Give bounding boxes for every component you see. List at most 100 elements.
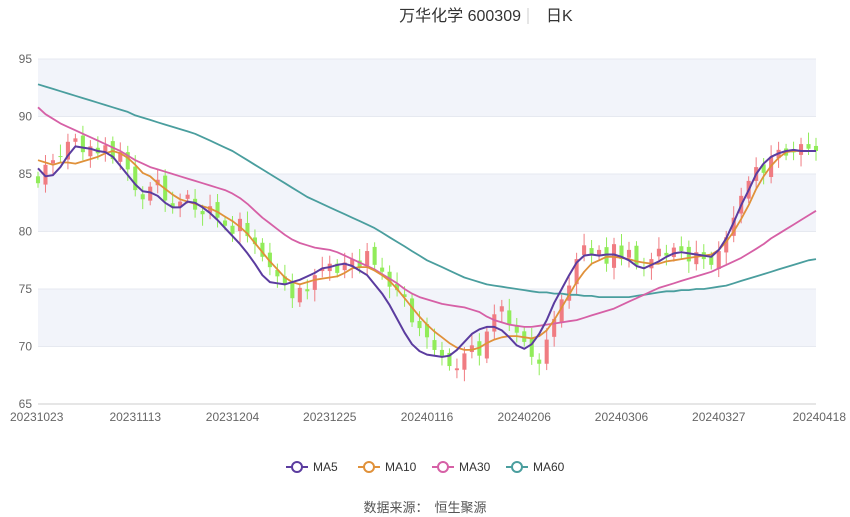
candle-body bbox=[544, 339, 549, 364]
candle-body bbox=[125, 152, 130, 170]
data-source-label: 数据来源： bbox=[363, 500, 428, 515]
y-tick-label: 95 bbox=[19, 52, 33, 66]
candle-body bbox=[507, 310, 512, 325]
candle-body bbox=[656, 248, 661, 257]
candle-body bbox=[559, 299, 564, 324]
candle-body bbox=[799, 144, 804, 155]
candle-body bbox=[35, 176, 41, 184]
candle-body bbox=[791, 151, 796, 153]
candle-body bbox=[552, 318, 557, 337]
x-tick-label: 20231204 bbox=[206, 410, 260, 424]
candle-body bbox=[761, 164, 766, 173]
candle-body bbox=[43, 164, 48, 185]
legend-item-ma30[interactable]: MA30 bbox=[432, 460, 491, 474]
candle-body bbox=[140, 194, 145, 200]
x-tick-label: 20231225 bbox=[303, 410, 357, 424]
candle-body bbox=[694, 252, 699, 265]
candle-body bbox=[417, 320, 422, 329]
legend-item-ma60[interactable]: MA60 bbox=[506, 460, 565, 474]
candle-body bbox=[110, 141, 115, 160]
candle-body bbox=[724, 237, 729, 253]
candle-body bbox=[185, 194, 190, 199]
candle-body bbox=[58, 156, 63, 158]
candle-body bbox=[410, 298, 415, 323]
candle-body bbox=[73, 138, 78, 142]
y-tick-label: 65 bbox=[19, 397, 33, 411]
candle-body bbox=[439, 349, 444, 356]
candle-body bbox=[350, 259, 355, 267]
candle-body bbox=[133, 166, 138, 191]
candle-body bbox=[380, 267, 385, 272]
candle-body bbox=[634, 245, 639, 265]
x-tick-label: 20240306 bbox=[595, 410, 649, 424]
candle-body bbox=[222, 220, 228, 226]
candle-body bbox=[529, 337, 534, 357]
candle-body bbox=[335, 263, 340, 273]
legend-label: MA30 bbox=[459, 460, 491, 474]
candle-body bbox=[492, 314, 497, 332]
legend-marker bbox=[291, 461, 303, 473]
candle-body bbox=[469, 345, 474, 353]
candle-body bbox=[432, 340, 437, 350]
candle-body bbox=[589, 248, 594, 256]
candle-body bbox=[372, 246, 377, 265]
candle-body bbox=[342, 262, 347, 271]
x-tick-label: 20240116 bbox=[401, 410, 454, 424]
y-tick-label: 80 bbox=[19, 225, 33, 239]
ma10-line bbox=[37, 150, 816, 351]
x-tick-label: 20231023 bbox=[10, 410, 64, 424]
candle-body bbox=[447, 352, 452, 367]
candle-body bbox=[88, 146, 93, 157]
band bbox=[38, 59, 816, 117]
candle-body bbox=[208, 206, 213, 213]
candle-body bbox=[282, 276, 287, 285]
x-tick-label: 20231113 bbox=[109, 410, 161, 424]
legend-marker bbox=[437, 461, 449, 473]
candle-body bbox=[215, 202, 220, 218]
legend-label: MA5 bbox=[313, 460, 338, 474]
candle-body bbox=[267, 252, 272, 268]
candle-body bbox=[424, 323, 430, 338]
candle-body bbox=[245, 222, 250, 237]
legend-item-ma5[interactable]: MA5 bbox=[286, 460, 338, 474]
candle-body bbox=[148, 186, 153, 201]
candle-body bbox=[806, 144, 811, 149]
candle-body bbox=[170, 203, 175, 208]
legend-marker bbox=[363, 461, 375, 473]
candle-body bbox=[716, 251, 721, 269]
candle-body bbox=[484, 331, 489, 359]
band bbox=[38, 174, 816, 232]
candle-body bbox=[275, 269, 280, 277]
candle-body bbox=[514, 326, 519, 333]
candle-body bbox=[357, 260, 362, 268]
data-source: 数据来源： 恒生聚源 bbox=[363, 500, 486, 515]
candle-body bbox=[537, 359, 542, 364]
candle-body bbox=[731, 217, 736, 236]
candle-body bbox=[454, 368, 459, 371]
y-tick-label: 85 bbox=[19, 167, 33, 181]
candle-body bbox=[297, 287, 302, 303]
candle-body bbox=[709, 256, 714, 265]
candle-body bbox=[50, 160, 55, 164]
candle-body bbox=[402, 294, 407, 298]
candle-body bbox=[395, 283, 400, 291]
candle-body bbox=[671, 247, 676, 258]
legend[interactable]: MA5 MA10 MA30 MA60 bbox=[286, 460, 565, 474]
candle-body bbox=[664, 252, 669, 256]
y-axis: 65 70 75 80 85 90 95 bbox=[19, 52, 33, 411]
candle-body bbox=[619, 245, 624, 260]
candle-body bbox=[260, 242, 265, 257]
legend-marker bbox=[511, 461, 523, 473]
ma5-line bbox=[37, 145, 816, 358]
legend-label: MA10 bbox=[385, 460, 417, 474]
candle-body bbox=[320, 268, 325, 272]
ma30-line bbox=[37, 106, 817, 328]
ma60-line bbox=[37, 83, 817, 299]
y-tick-label: 75 bbox=[19, 282, 33, 296]
candle-body bbox=[499, 306, 504, 312]
candle-body bbox=[582, 245, 587, 255]
legend-item-ma10[interactable]: MA10 bbox=[358, 460, 417, 474]
candle-body bbox=[118, 152, 123, 162]
candle-body bbox=[462, 353, 467, 370]
